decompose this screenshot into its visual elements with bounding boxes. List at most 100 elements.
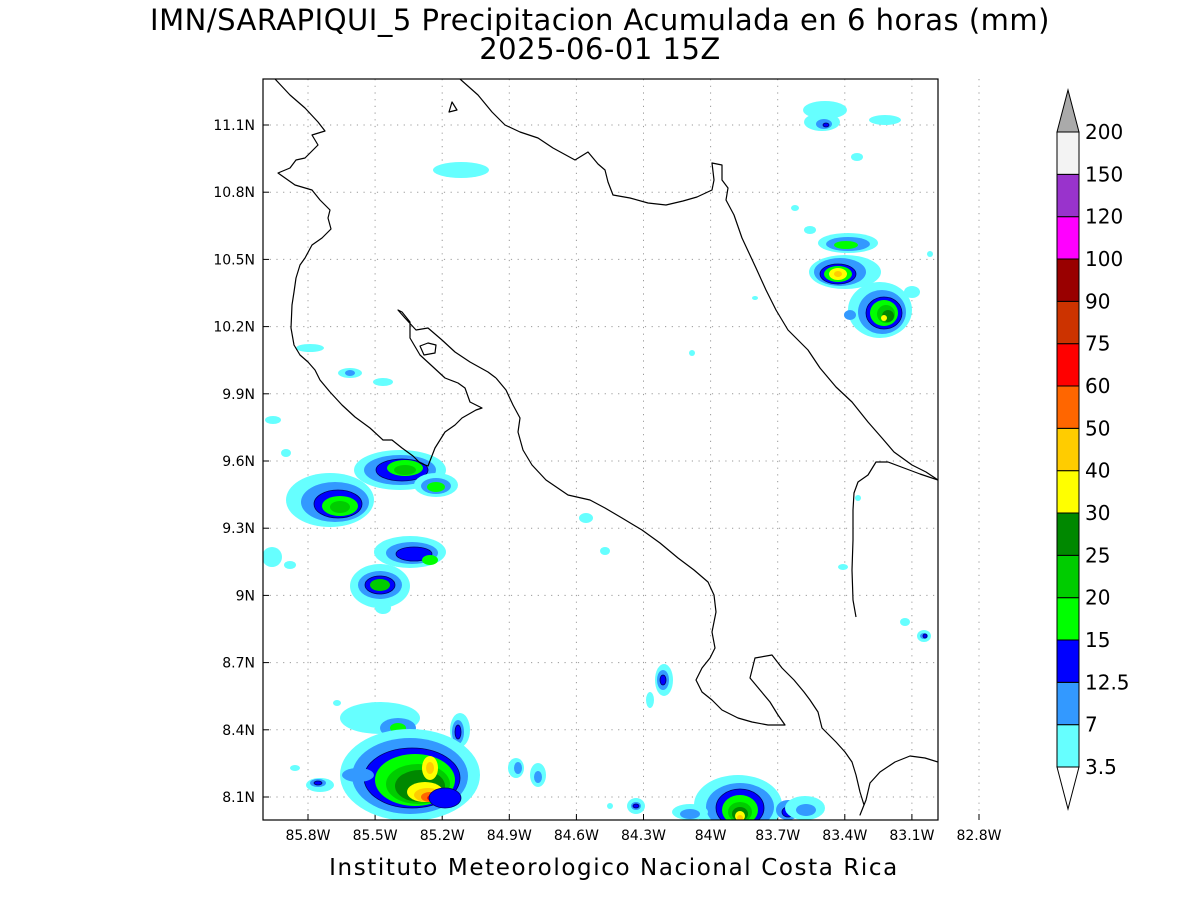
lon-tick-label: 84.3W: [621, 828, 666, 844]
colorbar-label: 20: [1085, 586, 1110, 610]
colorbar-label: 15: [1085, 628, 1110, 652]
colorbar-swatch: [1056, 597, 1080, 641]
lon-tick-label: 83.7W: [755, 828, 800, 844]
precip-contour: [345, 370, 355, 376]
lon-tick-label: 85.5W: [353, 828, 398, 844]
precip-contour: [375, 602, 391, 614]
lon-tick-label: 84.9W: [487, 828, 532, 844]
map-valid-time: 2025-06-01 15Z: [479, 32, 721, 66]
colorbar-swatch: [1056, 470, 1080, 514]
precip-contour: [904, 286, 920, 298]
colorbar-low-arrow: [1056, 766, 1080, 811]
colorbar-swatch: [1056, 724, 1080, 768]
colorbar-swatch: [1056, 258, 1080, 302]
precip-contour: [851, 153, 863, 161]
lat-tick-label: 9.9N: [222, 387, 255, 403]
colorbar-legend: 3.5 7 12.5 15 20 25 30 40 50 60 75 90 100 120 150 200: [1056, 88, 1130, 811]
precip-contour: [752, 296, 758, 300]
precip-contour: [796, 804, 816, 816]
precip-contour: [680, 809, 700, 819]
lon-tick-label: 82.8W: [956, 828, 1001, 844]
nicaragua-pacific-coast: [274, 79, 421, 464]
lat-tick-label: 9N: [236, 588, 255, 604]
lon-tick-label: 85.2W: [420, 828, 465, 844]
colorbar-label: 150: [1085, 162, 1123, 186]
precip-contour: [426, 762, 434, 774]
precip-contour: [607, 803, 613, 809]
precip-contour: [427, 482, 445, 492]
lat-tick-label: 8.1N: [222, 790, 255, 806]
lake-island: [419, 342, 437, 356]
precip-contour: [330, 501, 350, 513]
precip-contour: [281, 449, 291, 457]
coastline: [274, 79, 938, 816]
colorbar-label: 3.5: [1085, 755, 1117, 779]
precip-contour: [454, 724, 462, 740]
colorbar-label: 90: [1085, 289, 1110, 313]
lat-tick-label: 9.6N: [222, 454, 255, 470]
precip-contour: [313, 780, 323, 786]
footer-credit: Instituto Meteorologico Nacional Costa R…: [329, 855, 899, 881]
precip-contour: [869, 115, 901, 125]
precip-contour: [689, 350, 695, 356]
lon-tick-label: 83.4W: [822, 828, 867, 844]
lat-tick-label: 11.1N: [213, 118, 255, 134]
lat-tick-label: 10.8N: [213, 185, 255, 201]
precip-contour: [422, 555, 438, 565]
precip-contour: [632, 803, 640, 809]
precip-contour: [373, 378, 393, 386]
precip-contour: [333, 700, 341, 706]
colorbar-label: 30: [1085, 501, 1110, 525]
lat-tick-label: 10.2N: [213, 320, 255, 336]
precip-contour: [822, 122, 830, 128]
colorbar-label: 25: [1085, 543, 1110, 567]
lat-tick-label: 8.7N: [222, 656, 255, 672]
precip-contour: [534, 771, 542, 783]
precip-contour: [838, 564, 848, 570]
precip-contour: [265, 416, 281, 424]
lat-tick-label: 9.3N: [222, 521, 255, 537]
precipitation-field: [263, 101, 933, 820]
precip-contour: [834, 241, 858, 249]
colorbar-swatch: [1056, 131, 1080, 175]
precip-contour: [922, 633, 928, 639]
nicoya-gulf-coast: [397, 309, 497, 467]
precip-contour: [296, 344, 324, 352]
graticule: [263, 79, 980, 820]
colorbar-swatch: [1056, 173, 1080, 218]
colorbar-label: 120: [1085, 205, 1123, 229]
precip-contour: [659, 674, 667, 686]
colorbar-label: 75: [1085, 332, 1110, 356]
colorbar-swatch: [1056, 554, 1080, 599]
precip-contour: [428, 787, 462, 809]
colorbar-label: 7: [1085, 713, 1098, 737]
caribbean-coast: [459, 79, 938, 481]
map-title: IMN/SARAPIQUI_5 Precipitacion Acumulada …: [150, 3, 1050, 37]
precip-contour: [791, 205, 799, 211]
colorbar-swatch: [1056, 639, 1080, 683]
colorbar-swatch: [1056, 681, 1080, 726]
precip-contour: [514, 762, 522, 774]
lat-tick-label: 8.4N: [222, 723, 255, 739]
lon-tick-label: 84W: [695, 828, 727, 844]
precip-contour: [284, 561, 296, 569]
precip-contour: [834, 271, 842, 277]
precip-contour: [927, 251, 933, 257]
lon-tick-label: 83.1W: [889, 828, 934, 844]
precip-contour: [855, 495, 861, 501]
colorbar-swatch: [1056, 216, 1080, 260]
precip-contour: [370, 579, 390, 591]
longitude-tick-labels: 85.8W 85.5W 85.2W 84.9W 84.6W 84.3W 84W 83.7W 83…: [285, 828, 1001, 844]
map-frame: [262, 78, 939, 821]
colorbar-high-arrow: [1056, 88, 1080, 133]
precip-contour: [646, 692, 654, 708]
colorbar-label: 60: [1085, 374, 1110, 398]
precip-contour: [579, 513, 593, 523]
colorbar-label: 40: [1085, 459, 1110, 483]
precip-contour: [844, 310, 856, 320]
precip-contour: [394, 465, 416, 475]
latitude-tick-labels: 11.1N 10.8N 10.5N 10.2N 9.9N 9.6N 9.3N 9N 8.7N 8.…: [213, 118, 255, 806]
colorbar-label: 100: [1085, 247, 1123, 271]
precip-contour: [290, 765, 300, 771]
